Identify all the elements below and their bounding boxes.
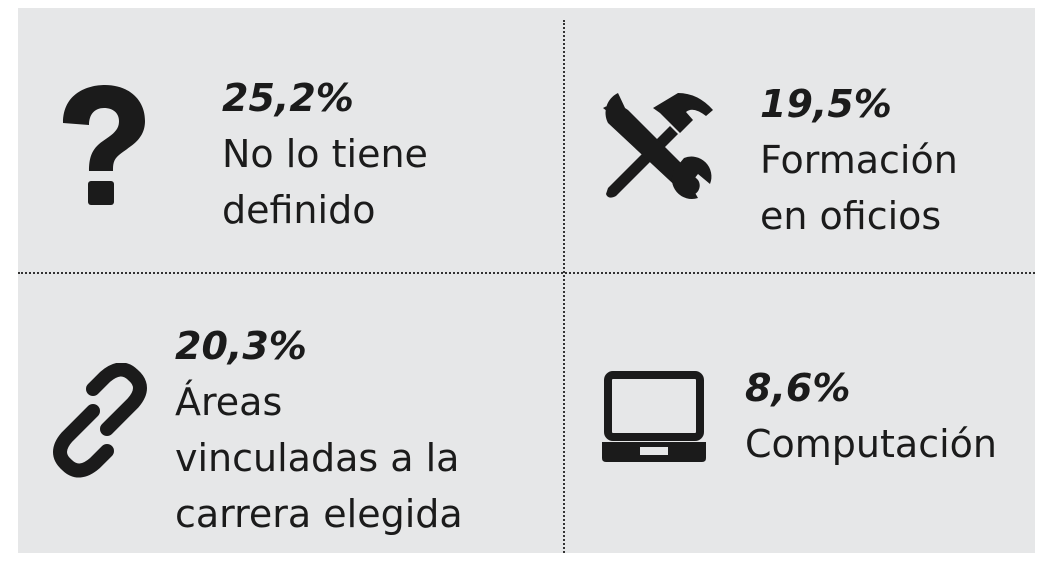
link-icon	[53, 363, 147, 478]
stat-label: Áreas	[175, 380, 283, 424]
stat-percent: 8,6%	[745, 366, 851, 410]
stat-percent: 25,2%	[222, 76, 354, 120]
stat-label: vinculadas a la	[175, 436, 460, 480]
stat-block: 8,6% Computación	[745, 360, 997, 472]
stat-label: en oficios	[760, 194, 942, 238]
stat-block: 19,5% Formación en oficios	[760, 76, 958, 244]
stat-label: definido	[222, 188, 376, 232]
stat-block: 20,3% Áreas vinculadas a la carrera elegida	[175, 318, 463, 542]
stat-label: Formación	[760, 138, 958, 182]
tools-icon	[603, 93, 713, 199]
question-icon	[63, 85, 145, 205]
stat-percent: 20,3%	[175, 324, 307, 368]
stat-block: 25,2% No lo tiene definido	[222, 70, 428, 238]
laptop-icon	[602, 371, 706, 462]
divider-vertical	[563, 20, 565, 553]
panel: 25,2% No lo tiene definido 19,5% Formación en…	[18, 8, 1035, 553]
stat-label: Computación	[745, 422, 997, 466]
divider-horizontal	[18, 272, 1035, 274]
stat-label: carrera elegida	[175, 492, 463, 536]
stat-label: No lo tiene	[222, 132, 428, 176]
stat-percent: 19,5%	[760, 82, 892, 126]
